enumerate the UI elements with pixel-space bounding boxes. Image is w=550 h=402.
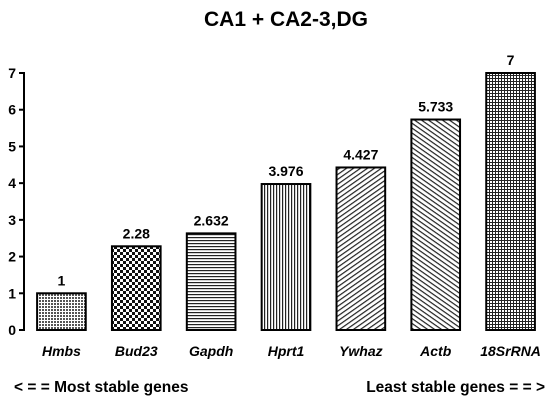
data-label: 1 — [58, 272, 66, 288]
data-label: 7 — [507, 52, 515, 68]
bar-hprt1 — [260, 183, 312, 331]
x-axis-labels: Hmbs Bud23 Gapdh Hprt1 Ywhaz Actb 18SrRNA — [42, 343, 541, 359]
footer-most-stable: < = = Most stable genes — [14, 379, 188, 396]
bars — [36, 72, 536, 331]
data-label: 2.632 — [194, 212, 229, 228]
y-tick-label: 3 — [8, 212, 16, 228]
x-tick-label: Bud23 — [115, 343, 158, 359]
y-tick-label: 1 — [8, 285, 16, 301]
bar-ywhaz — [335, 166, 387, 331]
y-axis: 0 1 2 3 4 5 6 7 — [8, 65, 25, 338]
bar-gapdh — [185, 232, 237, 331]
y-tick-label: 7 — [8, 65, 16, 81]
x-tick-label: Actb — [419, 343, 452, 359]
data-labels: 1 2.28 2.632 3.976 4.427 5.733 7 — [58, 52, 515, 288]
y-tick-label: 0 — [8, 322, 16, 338]
x-tick-label: Hmbs — [42, 343, 81, 359]
y-tick-label: 4 — [8, 175, 16, 191]
bar-actb — [410, 118, 462, 331]
y-tick-label: 5 — [8, 138, 16, 154]
bar-hmbs — [36, 292, 87, 331]
x-tick-label: Ywhaz — [339, 343, 383, 359]
x-tick-label: Hprt1 — [268, 343, 305, 359]
data-label: 3.976 — [268, 163, 303, 179]
footer-least-stable: Least stable genes = = > — [366, 379, 545, 396]
data-label: 5.733 — [418, 99, 453, 115]
bar-bud23 — [110, 245, 162, 331]
y-tick-label: 2 — [8, 249, 16, 265]
x-tick-label: 18SrRNA — [480, 343, 541, 359]
bar-18srrna — [485, 72, 536, 331]
x-tick-label: Gapdh — [189, 343, 233, 359]
data-label: 4.427 — [343, 146, 378, 162]
chart-title: CA1 + CA2-3,DG — [204, 8, 368, 31]
y-tick-label: 6 — [8, 102, 16, 118]
data-label: 2.28 — [123, 225, 150, 241]
